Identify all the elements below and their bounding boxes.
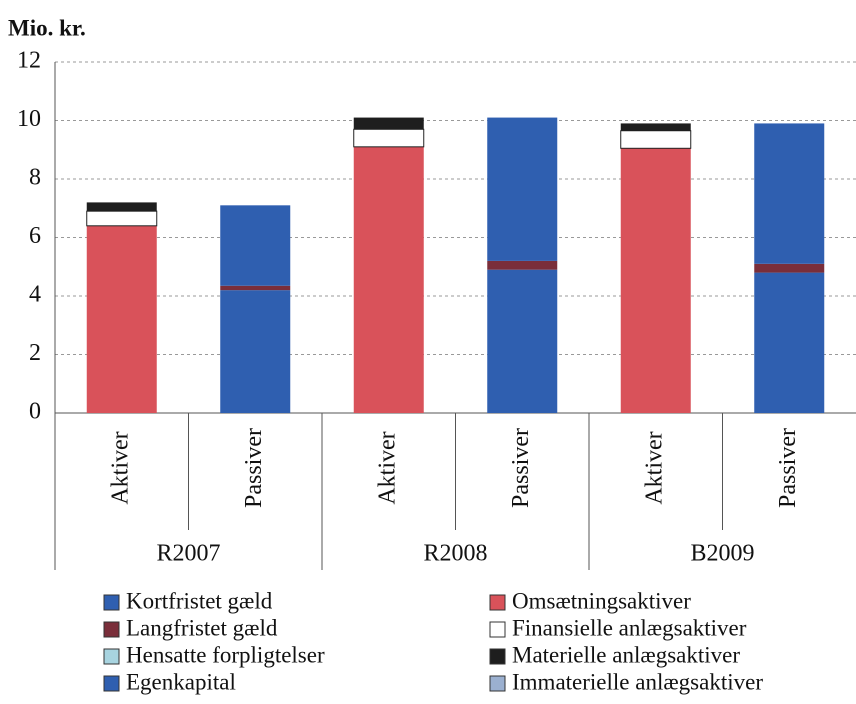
bar-segment — [620, 123, 691, 131]
bar-segment — [220, 205, 291, 286]
x-tick-label: Aktiver — [641, 431, 667, 504]
legend-label: Egenkapital — [126, 669, 236, 694]
y-tick-label: 12 — [17, 48, 41, 74]
legend-label: Hensatte forpligtelser — [126, 642, 325, 667]
legend-swatch — [489, 675, 506, 692]
legend-label: Immaterielle anlægsaktiver — [512, 669, 763, 694]
bar-segment — [620, 130, 692, 149]
x-tick-label: Aktiver — [107, 431, 133, 504]
group-label: R2008 — [423, 541, 487, 567]
legend-swatch — [103, 594, 120, 611]
bar-segment — [86, 202, 157, 212]
x-tick-label: Passiver — [775, 428, 801, 508]
bar-segment — [220, 285, 291, 291]
x-tick-label: Passiver — [241, 428, 267, 508]
bar-segment — [487, 117, 558, 261]
bar-segment — [620, 148, 691, 413]
bar-segment — [754, 272, 825, 413]
x-tick-label: Passiver — [508, 428, 534, 508]
y-tick-label: 6 — [29, 223, 41, 249]
bar-segment — [487, 269, 558, 413]
y-tick-label: 8 — [29, 165, 41, 191]
legend-label: Langfristet gæld — [126, 615, 278, 640]
y-tick-label: 0 — [29, 399, 41, 425]
group-label: R2007 — [156, 541, 220, 567]
legend-swatch — [489, 594, 506, 611]
legend-swatch — [103, 621, 120, 638]
legend-swatch — [489, 648, 506, 665]
x-tick-label: Aktiver — [374, 431, 400, 504]
bar-segment — [353, 117, 424, 130]
group-label: B2009 — [690, 541, 754, 567]
y-axis-label: Mio. kr. — [8, 15, 86, 40]
y-tick-label: 10 — [17, 106, 41, 132]
y-tick-label: 4 — [29, 282, 41, 308]
bar-segment — [754, 263, 825, 273]
y-tick-label: 2 — [29, 340, 41, 366]
legend-label: Materielle anlægsaktiver — [512, 642, 740, 667]
legend-swatch — [489, 621, 506, 638]
bar-segment — [353, 146, 424, 413]
legend-label: Kortfristet gæld — [126, 588, 273, 613]
bar-segment — [487, 260, 558, 270]
legend-label: Omsætningsaktiver — [512, 588, 691, 613]
legend-label: Finansielle anlægsaktiver — [512, 615, 747, 640]
bar-segment — [353, 128, 425, 148]
legend-swatch — [103, 675, 120, 692]
bar-segment — [754, 123, 825, 264]
legend-swatch — [103, 648, 120, 665]
bar-segment — [220, 290, 291, 413]
bar-segment — [86, 225, 157, 413]
bar-segment — [86, 210, 158, 227]
